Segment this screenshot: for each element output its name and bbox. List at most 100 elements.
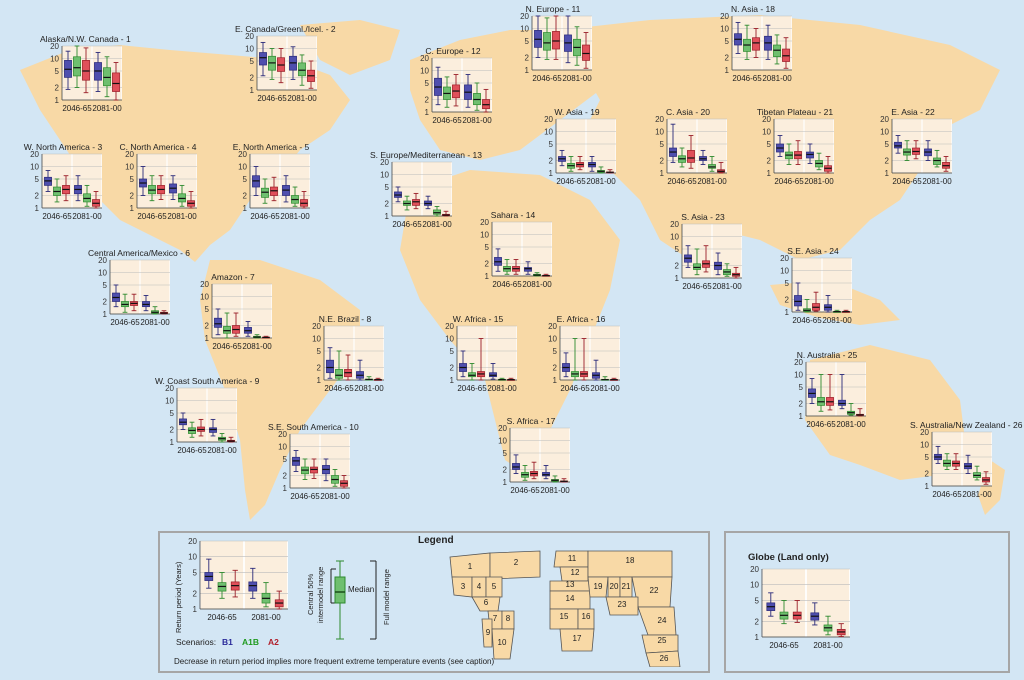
box-b1-2046-65	[894, 135, 902, 154]
y-tick-label: 10	[880, 127, 889, 136]
y-tick-label: 1	[425, 108, 430, 117]
region-title: W. North America - 3	[23, 142, 103, 152]
key-map-number-21: 21	[622, 582, 631, 591]
y-tick-label: 20	[312, 322, 321, 331]
box-b1-2046-65	[434, 66, 442, 106]
y-tick-label: 20	[720, 12, 729, 21]
y-tick-label: 20	[420, 54, 429, 63]
box-a1b-2081-00	[103, 56, 111, 98]
box-a2-2081-00	[942, 156, 950, 172]
box-a2-2046-65	[157, 175, 165, 200]
box-b1-2081-00	[289, 46, 297, 80]
box-a2-2081-00	[112, 62, 120, 101]
legend-caption: Decrease in return period implies more f…	[174, 657, 495, 666]
y-tick-label: 2	[35, 192, 40, 201]
box-a1b-2046-65	[779, 600, 789, 625]
legend-box-key	[330, 560, 377, 640]
y-tick-label: 10	[520, 24, 529, 33]
box-a2-2046-65	[812, 291, 820, 312]
box-a1b-2081-00	[973, 465, 981, 481]
legend-median-label: Median	[348, 585, 375, 594]
box-b1-2046-65	[64, 50, 72, 90]
y-tick-label: 2	[525, 54, 530, 63]
y-tick-label: 5	[767, 140, 772, 149]
box-a2-2081-00	[482, 88, 490, 113]
box-a1b-2046-65	[188, 421, 196, 438]
box-b1-2081-00	[924, 140, 932, 161]
y-tick-label: 10	[420, 66, 429, 75]
box-b1-2046-65	[734, 21, 742, 54]
y-tick-label: 20	[98, 256, 107, 265]
y-tick-label: 5	[660, 140, 665, 149]
box-a1b-2081-00	[533, 272, 541, 277]
region-title: Sahara - 14	[490, 210, 536, 220]
box-b1-2046-65	[562, 352, 570, 378]
region-panel-13: S. Europe/Mediterranean - 13 20 10 5 2 1 2046-…	[370, 150, 482, 230]
box-a1b-2046-65	[73, 45, 81, 88]
period-band	[487, 326, 517, 380]
box-b1-2081-00	[322, 458, 330, 482]
period-label: 2081-00	[287, 94, 317, 103]
box-a2-2081-00	[262, 335, 270, 339]
y-tick-label: 5	[925, 453, 930, 462]
period-band	[522, 222, 552, 276]
new-zealand-land	[978, 460, 1005, 515]
period-label: 2081-00	[962, 490, 992, 499]
y-tick-label: 5	[525, 37, 530, 46]
box-b1-2081-00	[209, 418, 217, 437]
region-panel-10: S.E. South America - 10 20 10 5 2 1 2046-65 208…	[268, 422, 359, 502]
box-a2-2081-00	[824, 156, 832, 174]
y-tick-label: 10	[762, 127, 771, 136]
key-map-number-7: 7	[493, 614, 498, 623]
region-panel-9: W. Coast South America - 9 20 10 5 2 1 2046-65…	[155, 376, 259, 456]
y-tick-label: 2	[660, 157, 665, 166]
box-b1-2046-65	[214, 308, 222, 336]
key-map-number-22: 22	[650, 586, 659, 595]
box-a1b-2081-00	[498, 377, 506, 381]
period-label: 2046-65	[432, 116, 462, 125]
y-tick-label: 1	[503, 478, 508, 487]
period-label: 2046-65	[732, 74, 762, 83]
y-tick-label: 20	[920, 428, 929, 437]
y-tick-label: 1	[799, 412, 804, 421]
y-tick-label: 1	[785, 308, 790, 317]
box-b1-2046-65	[394, 186, 402, 203]
y-tick-label: 5	[317, 347, 322, 356]
period-label: 2046-65	[556, 177, 586, 186]
box-a1b-2081-00	[847, 403, 855, 416]
y-tick-label: 10	[655, 127, 664, 136]
box-a2-2046-65	[232, 312, 240, 337]
scenarios-label: Scenarios:	[176, 637, 217, 647]
key-map-number-10: 10	[498, 638, 507, 647]
box-a1b-2081-00	[551, 475, 559, 483]
region-panel-7: Amazon - 7 20 10 5 2 1 2046-65 2081-00	[190, 272, 276, 352]
y-tick-label: 1	[130, 204, 135, 213]
region-title: W. Africa - 15	[452, 314, 504, 324]
box-b1-2046-65	[112, 284, 120, 308]
region-title: S.E. Asia - 24	[787, 246, 839, 256]
y-tick-label: 20	[30, 150, 39, 159]
box-b1-2046-65	[326, 347, 334, 379]
box-a2-2081-00	[274, 590, 284, 610]
box-b1-2081-00	[964, 454, 972, 474]
box-b1-2081-00	[838, 374, 846, 410]
box-a2-2081-00	[842, 309, 850, 313]
period-label: 2046-65	[177, 446, 207, 455]
region-panel-11: N. Europe - 11 20 10 5 2 1 2046-65 2081-00	[510, 4, 596, 84]
y-tick-label: 2	[170, 426, 175, 435]
y-tick-label: 2	[725, 54, 730, 63]
box-a2-2046-65	[702, 245, 710, 273]
key-map-number-12: 12	[571, 568, 580, 577]
box-a1b-2081-00	[83, 184, 91, 207]
key-map-number-18: 18	[626, 556, 635, 565]
greenland-land	[300, 20, 400, 75]
y-tick-label: 1	[243, 204, 248, 213]
y-tick-label: 2	[755, 617, 760, 626]
box-b1-2081-00	[524, 261, 532, 275]
